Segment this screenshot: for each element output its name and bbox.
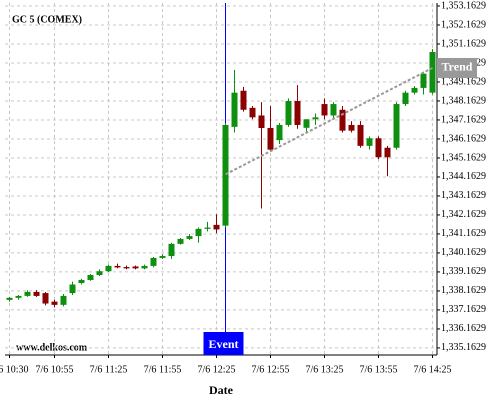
candle-body — [411, 87, 418, 93]
candle-body — [168, 243, 175, 257]
candle-body — [294, 101, 301, 125]
candle-body — [96, 271, 103, 276]
x-tick-label: 7/6 13:55 — [359, 364, 397, 375]
y-tick-label: 1,351.1629 — [441, 38, 486, 49]
candle-body — [150, 257, 157, 266]
x-tick-label: 7/6 10:30 — [0, 364, 29, 375]
candle-body — [249, 107, 256, 118]
candle-body — [258, 115, 265, 128]
candle-body — [105, 265, 112, 272]
y-tick-label: 1,348.1629 — [441, 95, 486, 106]
x-tick-label: 7/6 10:55 — [35, 364, 73, 375]
candle-body — [240, 90, 247, 110]
candle-body — [267, 127, 274, 150]
candle-body — [393, 104, 400, 148]
candle-body — [231, 92, 238, 127]
candle-body — [87, 275, 94, 280]
candle-body — [141, 265, 148, 269]
candle-body — [186, 236, 193, 239]
candle-body — [321, 104, 328, 116]
trend-label: Trend — [442, 60, 473, 74]
y-tick-label: 1,342.1629 — [441, 209, 486, 220]
candle-body — [429, 52, 436, 93]
watermark: www.delkos.com — [16, 342, 88, 353]
candle-body — [303, 119, 310, 128]
candle-body — [51, 301, 58, 305]
x-tick-label: 7/6 12:55 — [251, 364, 289, 375]
y-tick-label: 1,336.1629 — [441, 323, 486, 334]
y-tick-label: 1,339.1629 — [441, 266, 486, 277]
trend-line — [225, 67, 433, 176]
candle-body — [69, 284, 76, 294]
x-tick-label: 7/6 14:25 — [413, 364, 451, 375]
candle-body — [420, 73, 427, 88]
y-tick-label: 1,340.1629 — [441, 247, 486, 258]
candle-body — [24, 291, 31, 296]
candle-body — [366, 138, 373, 146]
candle-body — [6, 297, 13, 300]
chart-title: GC 5 (COMEX) — [12, 14, 82, 25]
event-label-box — [203, 332, 244, 355]
y-tick-label: 1,349.1629 — [441, 76, 486, 87]
y-tick-label: 1,347.1629 — [441, 114, 486, 125]
candle-body — [375, 138, 382, 158]
y-tick-label: 1,338.1629 — [441, 285, 486, 296]
y-tick-label: 1,352.1629 — [441, 19, 486, 30]
plot-area — [5, 3, 437, 355]
candle-body — [357, 124, 364, 146]
x-tick-label: 7/6 11:55 — [144, 364, 182, 375]
y-tick-label: 1,345.1629 — [441, 152, 486, 163]
candle-body — [15, 295, 22, 298]
trend-label-box — [437, 57, 477, 78]
candle-body — [78, 279, 85, 284]
candle-body — [312, 117, 319, 120]
candle-body — [339, 109, 346, 131]
candle-body — [60, 295, 67, 305]
candle-body — [348, 124, 355, 131]
y-tick-label: 1,335.1629 — [441, 342, 486, 353]
candle-body — [114, 265, 121, 268]
candle-body — [384, 147, 391, 158]
y-tick-label: 1,343.1629 — [441, 190, 486, 201]
candle-body — [213, 224, 220, 230]
candle-body — [330, 104, 337, 116]
candle-body — [132, 266, 139, 269]
candle-body — [204, 227, 211, 229]
candle-body — [276, 124, 283, 141]
x-tick-label: 7/6 13:25 — [305, 364, 343, 375]
y-tick-label: 1,337.1629 — [441, 304, 486, 315]
candle-body — [42, 293, 49, 304]
event-label: Event — [209, 337, 239, 351]
y-tick-label: 1,353.1629 — [441, 0, 486, 11]
x-tick-label: 7/6 11:25 — [90, 364, 128, 375]
y-tick-label: 1,346.1629 — [441, 133, 486, 144]
x-axis-label: Date — [209, 383, 234, 397]
candle-body — [123, 267, 130, 269]
candle-body — [177, 238, 184, 244]
y-tick-label: 1,341.1629 — [441, 228, 486, 239]
candle-body — [33, 291, 40, 296]
x-tick-label: 7/6 12:25 — [197, 364, 235, 375]
candle-body — [222, 124, 229, 226]
candle-body — [159, 256, 166, 258]
candle-body — [285, 101, 292, 125]
candle-body — [402, 92, 409, 105]
candle-body — [195, 228, 202, 237]
y-tick-label: 1,344.1629 — [441, 171, 486, 182]
